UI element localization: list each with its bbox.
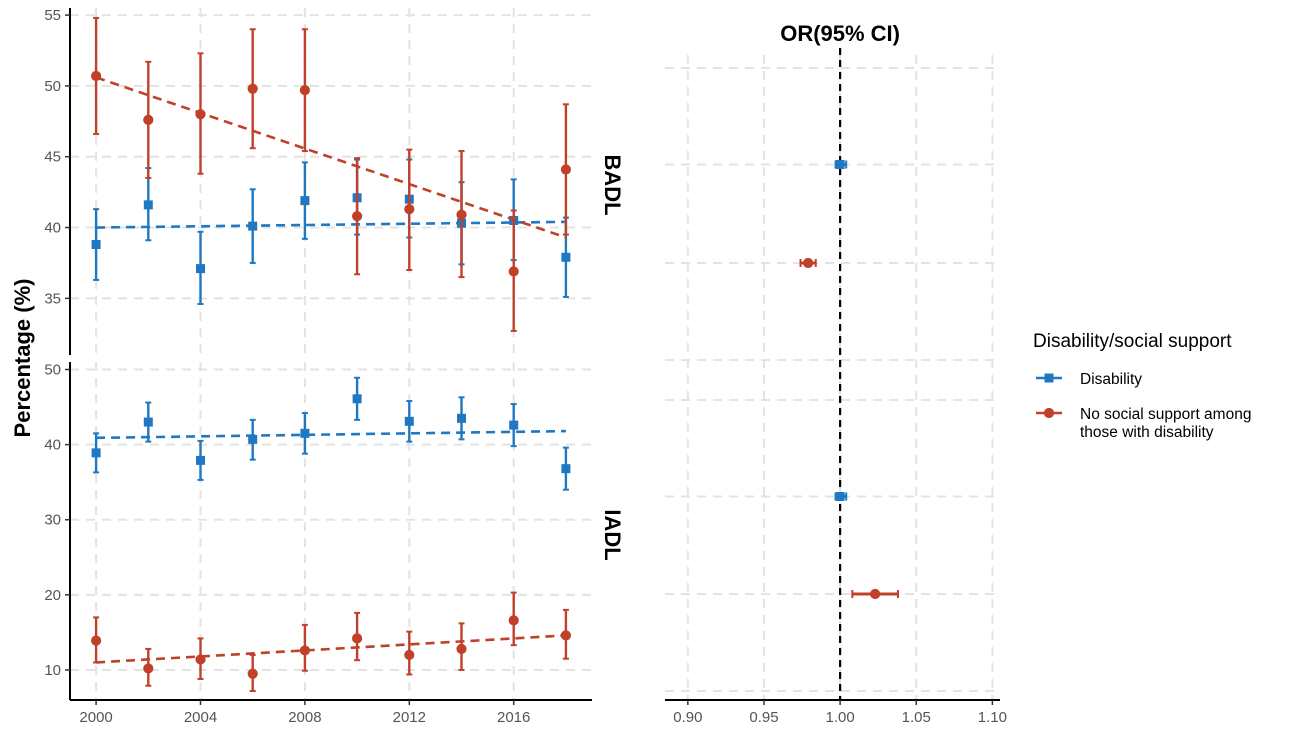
iadl-y-tick-label: 10 bbox=[44, 662, 61, 679]
legend: Disability/social support Disability No so… bbox=[1033, 331, 1251, 441]
badl-disability-trend-line bbox=[96, 220, 566, 229]
iadl-disability-point bbox=[509, 420, 519, 430]
iadl-trend-panel: 10 20 30 40 50 2000 2004 2008 2012 2016 bbox=[44, 362, 592, 726]
iadl-x-tick-label: 2004 bbox=[184, 709, 217, 726]
badl-y-tick-label: 35 bbox=[44, 290, 61, 307]
iadl-y-tick-label: 40 bbox=[44, 437, 61, 454]
or-iadl-disability-point bbox=[835, 492, 845, 501]
legend-disability-label: Disability bbox=[1080, 371, 1142, 388]
iadl-disability-point bbox=[248, 434, 258, 444]
iadl-disability-trend-line bbox=[96, 429, 566, 440]
iadl-x-tick-label: 2016 bbox=[497, 709, 530, 726]
or-x-tick-label: 1.10 bbox=[978, 709, 1007, 726]
badl-no-social-support-among-those-with-disability-point bbox=[352, 211, 363, 222]
iadl-no-social-support-among-those-with-disability-point bbox=[247, 668, 258, 679]
iadl-no-social-support-among-those-with-disability-point bbox=[195, 654, 206, 665]
badl-no-social-support-among-those-with-disability-point bbox=[247, 83, 258, 94]
or-badl-disability-point bbox=[835, 160, 845, 169]
iadl-disability-point bbox=[300, 428, 310, 438]
iadl-no-social-support-among-those-with-disability-trend-line bbox=[96, 634, 566, 664]
iadl-disability-point bbox=[143, 417, 153, 427]
iadl-no-social-support-among-those-with-disability-point bbox=[352, 633, 363, 644]
or-x-tick-label: 0.90 bbox=[673, 709, 702, 726]
legend-no-social-support-among-those-with-disability-swatch-marker bbox=[1043, 407, 1055, 419]
iadl-y-tick-label: 50 bbox=[44, 362, 61, 379]
iadl-x-tick-label: 2008 bbox=[288, 709, 321, 726]
or-x-tick-label: 1.00 bbox=[826, 709, 855, 726]
badl-no-social-support-among-those-with-disability-point bbox=[404, 204, 415, 215]
iadl-disability-point bbox=[352, 394, 362, 404]
odds-ratio-panel: OR(95% CI) 0.90 0.95 1.00 1.05 1.10 bbox=[665, 21, 1007, 726]
strip-label-iadl: IADL bbox=[600, 509, 625, 560]
badl-y-tick-label: 50 bbox=[44, 78, 61, 95]
or-x-tick-label: 0.95 bbox=[749, 709, 778, 726]
badl-disability-point bbox=[143, 200, 153, 210]
badl-disability-point bbox=[248, 221, 258, 231]
or-iadl-no-social-support-among-those-with-disability-point bbox=[870, 588, 881, 600]
iadl-disability-point bbox=[404, 416, 414, 426]
legend-title: Disability/social support bbox=[1033, 331, 1232, 352]
legend-no-social-support-among-those-with-disability-label: those with disability bbox=[1080, 424, 1214, 441]
iadl-no-social-support-among-those-with-disability-point bbox=[560, 630, 572, 641]
badl-disability-point bbox=[561, 252, 571, 262]
iadl-no-social-support-among-those-with-disability-point bbox=[299, 645, 310, 656]
legend-disability-swatch-marker bbox=[1044, 373, 1054, 383]
iadl-x-tick-label: 2012 bbox=[393, 709, 426, 726]
strip-label-badl: BADL bbox=[600, 154, 625, 215]
iadl-no-social-support-among-those-with-disability-point bbox=[456, 643, 467, 655]
iadl-no-social-support-among-those-with-disability-point bbox=[508, 615, 519, 626]
badl-trend-panel: 35 40 45 50 55 bbox=[44, 7, 592, 355]
badl-disability-point bbox=[91, 240, 101, 250]
badl-no-social-support-among-those-with-disability-point bbox=[299, 85, 310, 96]
badl-no-social-support-among-those-with-disability-point bbox=[508, 266, 519, 277]
legend-no-social-support-among-those-with-disability-label: No social support among bbox=[1080, 406, 1251, 423]
y-axis-label: Percentage (%) bbox=[10, 279, 35, 438]
badl-disability-point bbox=[300, 196, 310, 206]
badl-disability-point bbox=[196, 264, 205, 274]
iadl-disability-point bbox=[91, 448, 101, 458]
badl-no-social-support-among-those-with-disability-point bbox=[91, 70, 102, 82]
or-panel-title: OR(95% CI) bbox=[780, 21, 900, 46]
or-x-tick-label: 1.05 bbox=[902, 709, 931, 726]
iadl-x-tick-label: 2000 bbox=[79, 709, 112, 726]
or-badl-no-social-support-among-those-with-disability-point bbox=[803, 257, 814, 269]
iadl-disability-point bbox=[561, 464, 571, 474]
badl-no-social-support-among-those-with-disability-point bbox=[143, 114, 154, 125]
badl-no-social-support-among-those-with-disability-point bbox=[560, 164, 572, 175]
iadl-y-tick-label: 20 bbox=[44, 587, 61, 604]
badl-no-social-support-among-those-with-disability-point bbox=[195, 109, 206, 120]
iadl-no-social-support-among-those-with-disability-point bbox=[404, 649, 415, 661]
badl-y-tick-label: 55 bbox=[44, 7, 61, 24]
iadl-no-social-support-among-those-with-disability-point bbox=[91, 635, 102, 646]
badl-no-social-support-among-those-with-disability-point bbox=[456, 209, 467, 220]
iadl-no-social-support-among-those-with-disability-point bbox=[143, 663, 154, 674]
badl-y-tick-label: 40 bbox=[44, 220, 61, 237]
iadl-disability-point bbox=[457, 413, 466, 423]
iadl-y-tick-label: 30 bbox=[44, 512, 61, 529]
badl-no-social-support-among-those-with-disability-trend-line bbox=[95, 76, 567, 239]
badl-y-tick-label: 45 bbox=[44, 149, 61, 166]
iadl-disability-point bbox=[196, 455, 205, 465]
